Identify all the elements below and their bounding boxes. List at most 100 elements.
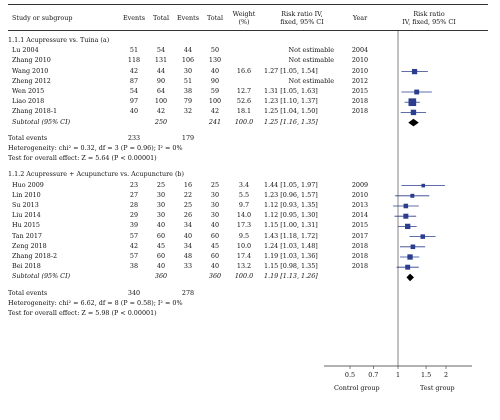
study-year: 2018 xyxy=(351,241,369,250)
point-estimate-marker xyxy=(403,203,409,209)
exp-events: 28 xyxy=(129,201,139,209)
heterogeneity: Heterogeneity: chi² = 0.32, df = 3 (P = … xyxy=(8,144,183,152)
study-year: 2014 xyxy=(351,211,369,220)
ctl-events: 40 xyxy=(183,231,193,240)
effect-estimate: 1.31 [1.05, 1.63] xyxy=(264,87,318,95)
study-name: Lu 2004 xyxy=(12,46,39,55)
exp-events: 38 xyxy=(129,262,139,271)
weight: 17.3 xyxy=(236,221,252,230)
exp-events: 39 xyxy=(129,221,139,230)
ctl-events: 79 xyxy=(183,97,193,106)
axis-right-label: Test group xyxy=(420,384,455,392)
exp-events: 42 xyxy=(129,66,139,75)
ctl-events: 34 xyxy=(183,221,193,230)
total-events-label: Total events xyxy=(8,133,48,142)
weight: 16.6 xyxy=(236,66,252,75)
weight: 9.5 xyxy=(238,231,250,240)
study-name: Zhang 2018-1 xyxy=(12,107,58,116)
subtotal-label: Subtotal (95% CI) xyxy=(12,117,71,126)
effect-estimate: Not estimable xyxy=(288,56,335,65)
point-estimate-marker xyxy=(407,254,413,260)
x-tick-label: 0.7 xyxy=(368,371,379,379)
total-events-ctl: 278 xyxy=(181,288,195,297)
study-year: 2012 xyxy=(351,76,369,85)
study-name: Huo 2009 xyxy=(12,180,44,189)
study-name: Liu 2014 xyxy=(12,211,41,220)
header-rr-text: Risk ratio IV, xyxy=(281,10,323,18)
ctl-events: 25 xyxy=(183,201,193,209)
subtotal-diamond xyxy=(408,118,419,127)
study-name: Hu 2015 xyxy=(12,221,40,230)
exp-total: 60 xyxy=(156,231,166,240)
exp-events: 51 xyxy=(129,46,139,55)
study-year: 2010 xyxy=(351,190,369,199)
exp-events: 118 xyxy=(127,56,141,65)
effect-estimate: 1.15 [0.98, 1.35] xyxy=(264,262,318,271)
study-name: Su 2013 xyxy=(12,201,39,209)
header-ctl-events: Events xyxy=(176,14,200,22)
point-estimate-marker xyxy=(420,234,426,239)
subtotal-ctl-total: 241 xyxy=(208,117,222,126)
point-estimate-marker xyxy=(411,68,418,75)
exp-events: 54 xyxy=(129,87,139,95)
effect-estimate: 1.19 [1.03, 1.36] xyxy=(264,252,318,260)
exp-total: 42 xyxy=(156,107,166,116)
ctl-events: 32 xyxy=(183,107,193,116)
subtotal-weight: 100.0 xyxy=(234,117,254,126)
header-exp-events: Events xyxy=(122,14,146,22)
weight: 12.7 xyxy=(236,87,252,95)
exp-events: 87 xyxy=(129,76,139,85)
subtotal-weight: 100.0 xyxy=(234,272,254,281)
study-year: 2018 xyxy=(351,107,369,116)
header-weight: Weight xyxy=(232,10,256,18)
ctl-total: 45 xyxy=(210,241,220,250)
study-name: Zhang 2010 xyxy=(12,56,51,65)
point-estimate-marker xyxy=(408,98,417,107)
exp-total: 30 xyxy=(156,201,166,209)
weight: 10.0 xyxy=(236,241,252,250)
study-year: 2015 xyxy=(351,221,369,230)
ctl-total: 130 xyxy=(208,56,222,65)
effect-estimate: Not estimable xyxy=(288,46,335,55)
effect-estimate: 1.12 [0.93, 1.35] xyxy=(264,201,318,209)
point-estimate-marker xyxy=(410,193,415,198)
total-events-exp: 340 xyxy=(127,288,141,297)
total-events-exp: 233 xyxy=(127,133,141,142)
exp-events: 57 xyxy=(129,252,139,260)
weight: 5.5 xyxy=(238,190,250,199)
exp-events: 29 xyxy=(129,211,139,220)
study-year: 2015 xyxy=(351,87,369,95)
study-year: 2004 xyxy=(351,46,369,55)
header-rr-text-sub: fixed, 95% CI xyxy=(280,18,324,26)
exp-events: 57 xyxy=(129,231,139,240)
ctl-total: 42 xyxy=(210,107,220,116)
subtotal-estimate: 1.19 [1.13, 1.26] xyxy=(264,272,318,281)
subtotal-ctl-total: 360 xyxy=(208,272,222,281)
ctl-total: 59 xyxy=(210,87,220,95)
weight: 17.4 xyxy=(236,252,252,260)
point-estimate-marker xyxy=(405,264,411,270)
effect-estimate: 1.44 [1.05, 1.97] xyxy=(264,180,318,189)
ctl-events: 51 xyxy=(183,76,193,85)
ctl-total: 25 xyxy=(210,180,220,189)
exp-total: 30 xyxy=(156,190,166,199)
exp-total: 44 xyxy=(156,66,166,75)
ctl-total: 100 xyxy=(208,97,222,106)
study-name: Zheng 2012 xyxy=(12,76,51,85)
exp-events: 97 xyxy=(129,97,139,106)
study-name: Zhang 2018-2 xyxy=(12,252,58,260)
header-rule xyxy=(8,30,488,31)
effect-estimate: 1.15 [1.00, 1.31] xyxy=(264,221,318,230)
header-rr-plot-sub: IV, fixed, 95% CI xyxy=(402,18,456,26)
subtotal-exp-total: 360 xyxy=(154,272,168,281)
header-rr-plot: Risk ratio xyxy=(413,10,445,18)
ctl-events: 48 xyxy=(183,252,193,260)
exp-events: 40 xyxy=(129,107,139,116)
study-year: 2018 xyxy=(351,97,369,106)
ctl-events: 30 xyxy=(183,66,193,75)
top-rule xyxy=(8,4,488,5)
subgroup-title: 1.1.2 Acupressure + Acupuncture vs. Acup… xyxy=(8,170,185,179)
point-estimate-marker xyxy=(410,109,417,116)
subtotal-label: Subtotal (95% CI) xyxy=(12,272,71,281)
